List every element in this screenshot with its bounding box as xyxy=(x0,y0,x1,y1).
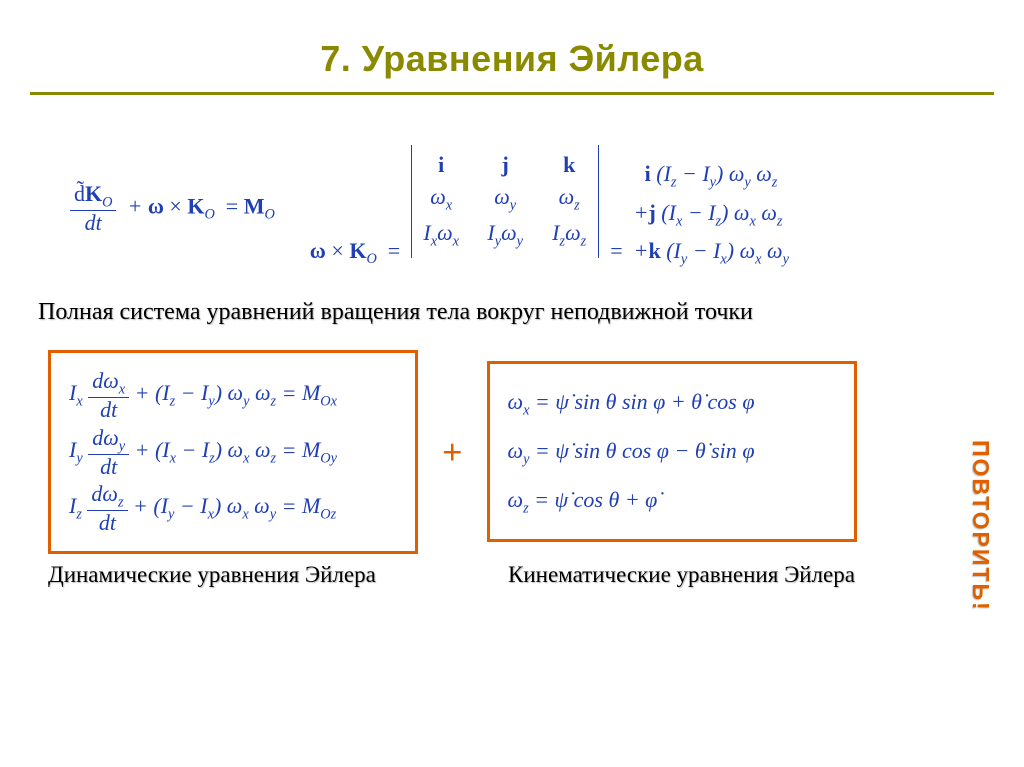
kinematic-equations-box: ωx = ψ̇ sin θ sin φ + θ̇ cos φ ωy = ψ̇ s… xyxy=(487,361,857,542)
description-text: Полная система уравнений вращения тела в… xyxy=(0,271,1024,326)
equation-row: d̃KO dt + ω × KO = MO ω × KO = i j k ωx … xyxy=(0,145,1024,271)
dynamic-label: Динамические уравнения Эйлера xyxy=(48,562,428,588)
box-labels: Динамические уравнения Эйлера Кинематиче… xyxy=(0,554,1024,588)
eq-1: d̃KO dt + ω × KO = MO xyxy=(70,182,275,234)
plus-separator: + xyxy=(442,431,463,473)
title-underline xyxy=(30,92,994,95)
kinematic-label: Кинематические уравнения Эйлера xyxy=(508,562,888,588)
eq-2: ω × KO = i j k ωx ωy ωz Ixωx Iyωy Izωz xyxy=(310,145,789,271)
cross-product-result: i (Iz − Iy) ωy ωz +j (Ix − Iz) ωx ωz +k … xyxy=(634,156,789,271)
page-title: 7. Уравнения Эйлера xyxy=(0,0,1024,80)
dynamic-equations-box: Ix dωxdt + (Iz − Iy) ωy ωz = MOx Iy dωyd… xyxy=(48,350,418,553)
repeat-label: ПОВТОРИТЬ! xyxy=(967,440,994,612)
equation-boxes-row: Ix dωxdt + (Iz − Iy) ωy ωz = MOx Iy dωyd… xyxy=(0,326,1024,553)
